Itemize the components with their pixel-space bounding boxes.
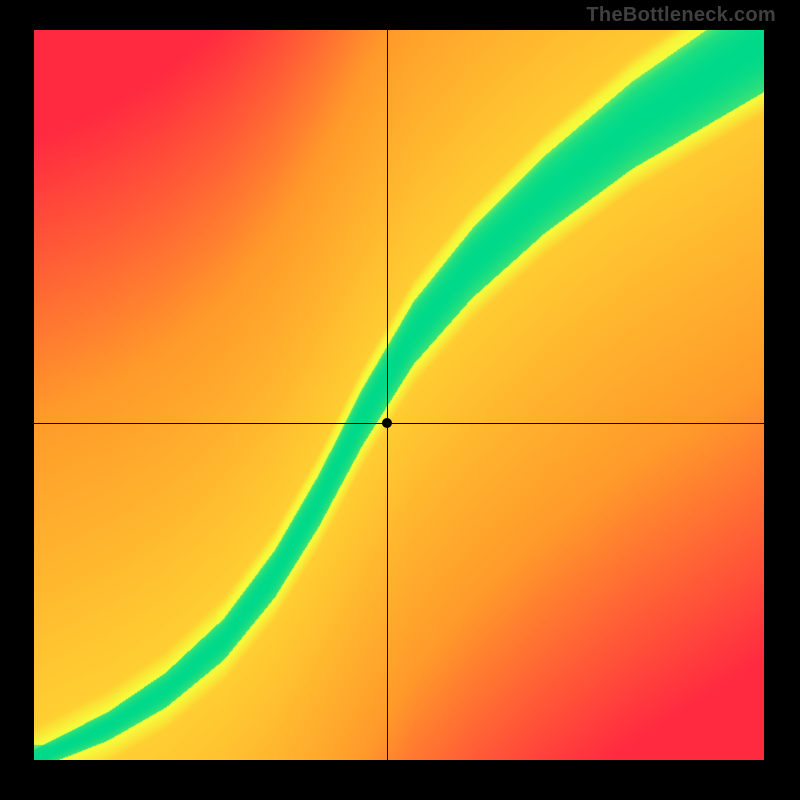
chart-frame: TheBottleneck.com (0, 0, 800, 800)
crosshair-horizontal (34, 423, 764, 424)
attribution-text: TheBottleneck.com (586, 4, 776, 27)
heatmap-canvas (34, 30, 764, 760)
crosshair-marker (382, 418, 392, 428)
plot-area (34, 30, 764, 760)
crosshair-vertical (387, 30, 388, 760)
